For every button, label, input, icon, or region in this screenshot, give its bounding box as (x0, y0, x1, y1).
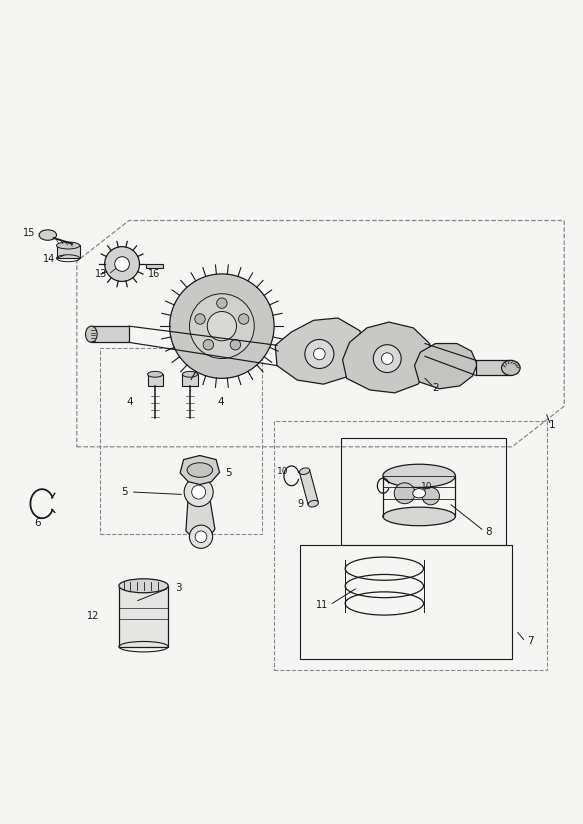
Circle shape (203, 339, 213, 350)
Text: 10: 10 (277, 467, 289, 476)
Circle shape (381, 353, 393, 364)
Text: 12: 12 (87, 611, 99, 621)
Circle shape (192, 485, 206, 499)
Ellipse shape (187, 463, 213, 477)
Polygon shape (343, 322, 432, 393)
Polygon shape (275, 318, 364, 384)
Bar (92, 326, 129, 343)
Circle shape (189, 293, 254, 358)
Circle shape (422, 488, 440, 505)
Text: 1: 1 (549, 419, 556, 430)
Circle shape (207, 311, 237, 341)
Circle shape (305, 339, 334, 368)
Ellipse shape (182, 372, 198, 377)
Circle shape (394, 483, 415, 503)
Text: 15: 15 (23, 228, 36, 238)
Circle shape (105, 246, 139, 282)
Text: 10: 10 (421, 482, 433, 491)
Ellipse shape (300, 468, 310, 475)
Ellipse shape (119, 578, 168, 592)
Polygon shape (415, 344, 477, 389)
Text: 16: 16 (149, 269, 161, 279)
Polygon shape (146, 264, 163, 268)
Circle shape (195, 314, 205, 325)
Text: 13: 13 (95, 269, 107, 279)
Circle shape (217, 298, 227, 308)
Circle shape (314, 349, 325, 360)
Text: 8: 8 (486, 527, 492, 537)
Ellipse shape (308, 500, 318, 507)
Text: 7: 7 (527, 636, 534, 646)
Ellipse shape (39, 230, 57, 241)
Polygon shape (300, 470, 318, 505)
Bar (476, 360, 511, 376)
Ellipse shape (383, 464, 455, 488)
Ellipse shape (383, 507, 455, 526)
Ellipse shape (86, 326, 97, 343)
Circle shape (238, 314, 249, 325)
Circle shape (195, 531, 207, 542)
Ellipse shape (57, 242, 80, 249)
Text: 2: 2 (432, 382, 439, 392)
Circle shape (189, 525, 213, 548)
Text: 6: 6 (34, 518, 41, 528)
Circle shape (170, 274, 274, 378)
Bar (274, 421, 547, 670)
Bar (182, 374, 198, 386)
Text: 5: 5 (121, 487, 128, 497)
Circle shape (230, 339, 241, 350)
Text: 5: 5 (226, 468, 232, 478)
Bar (100, 349, 262, 534)
Bar (300, 545, 512, 658)
Polygon shape (180, 456, 220, 485)
Bar (57, 246, 80, 258)
Text: 3: 3 (175, 583, 182, 592)
Text: 4: 4 (127, 396, 134, 406)
Bar (119, 586, 168, 647)
Bar (147, 374, 163, 386)
Ellipse shape (501, 360, 520, 376)
Circle shape (115, 257, 129, 271)
Ellipse shape (147, 372, 163, 377)
Text: 9: 9 (297, 499, 303, 508)
Circle shape (184, 478, 213, 507)
Text: 11: 11 (315, 600, 328, 610)
Text: 14: 14 (43, 254, 55, 264)
Ellipse shape (413, 489, 426, 498)
Circle shape (373, 344, 401, 372)
Text: 4: 4 (217, 396, 224, 406)
Polygon shape (186, 489, 215, 540)
Bar (341, 438, 506, 545)
